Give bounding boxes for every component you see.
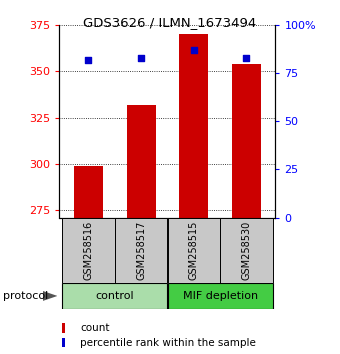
- Text: GSM258516: GSM258516: [83, 221, 94, 280]
- Bar: [115, 218, 167, 283]
- Text: GSM258530: GSM258530: [241, 221, 252, 280]
- Text: GSM258517: GSM258517: [136, 221, 146, 280]
- Bar: [220, 218, 272, 283]
- Bar: [168, 218, 220, 283]
- Text: control: control: [96, 291, 134, 301]
- Text: GSM258515: GSM258515: [189, 221, 199, 280]
- Bar: [126, 104, 156, 218]
- Text: protocol: protocol: [3, 291, 49, 301]
- Polygon shape: [42, 291, 57, 301]
- Bar: [168, 283, 272, 309]
- Bar: [232, 64, 261, 218]
- Bar: [63, 218, 115, 283]
- Bar: [74, 166, 103, 218]
- Bar: [63, 283, 167, 309]
- Text: count: count: [80, 323, 109, 333]
- Text: GDS3626 / ILMN_1673494: GDS3626 / ILMN_1673494: [83, 16, 257, 29]
- Point: [86, 57, 91, 62]
- Bar: [179, 34, 208, 218]
- Bar: [62, 338, 65, 348]
- Bar: [62, 324, 65, 333]
- Point: [191, 47, 197, 53]
- Text: MIF depletion: MIF depletion: [183, 291, 258, 301]
- Point: [244, 55, 249, 61]
- Text: percentile rank within the sample: percentile rank within the sample: [80, 338, 256, 348]
- Point: [138, 55, 144, 61]
